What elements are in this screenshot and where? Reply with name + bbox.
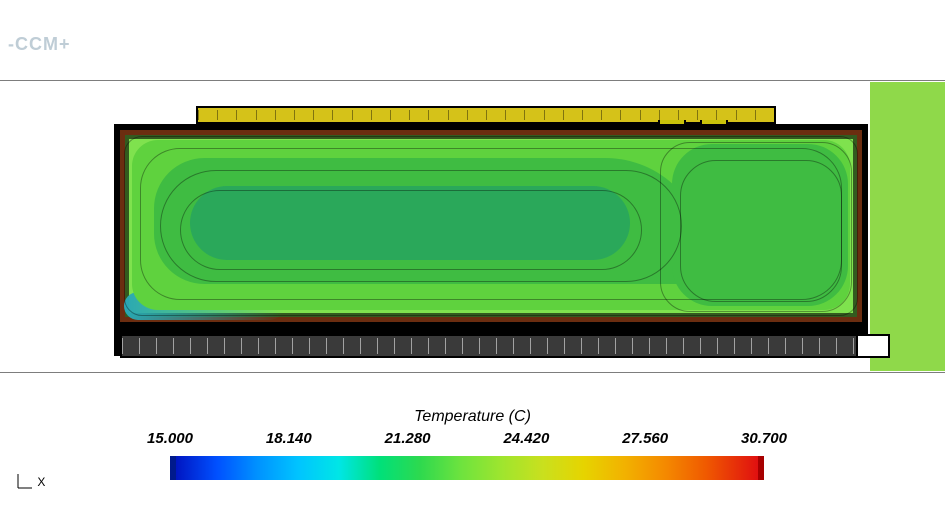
legend-color-bar [170, 456, 764, 480]
legend-tick: 21.280 [385, 430, 431, 447]
axis-arrow-icon [14, 472, 34, 492]
isoline [180, 190, 642, 270]
floor-end-box [856, 334, 890, 358]
duct-top-bar [196, 106, 776, 124]
temperature-field [120, 130, 862, 322]
software-watermark: -CCM+ [8, 34, 71, 55]
floor-channel [120, 334, 872, 358]
isoline [680, 160, 842, 302]
stage-rule-top [0, 80, 945, 81]
legend-tick-labels: 15.00018.14021.28024.42027.56030.700 [170, 430, 764, 448]
inlet-notch [136, 322, 154, 330]
legend-tick: 24.420 [503, 430, 549, 447]
axis-label: X [37, 475, 45, 489]
axis-indicator: X [14, 472, 45, 495]
stage-rule-bottom [0, 372, 945, 373]
legend-title: Temperature (C) [0, 408, 945, 426]
legend-tick: 30.700 [741, 430, 787, 447]
right-color-band [870, 82, 945, 371]
legend-tick: 15.000 [147, 430, 193, 447]
legend-tick: 18.140 [266, 430, 312, 447]
legend-tick: 27.560 [622, 430, 668, 447]
